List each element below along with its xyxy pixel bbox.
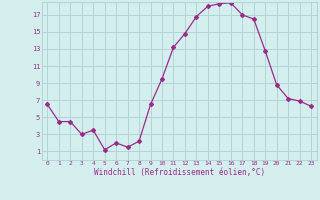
X-axis label: Windchill (Refroidissement éolien,°C): Windchill (Refroidissement éolien,°C) (94, 168, 265, 177)
